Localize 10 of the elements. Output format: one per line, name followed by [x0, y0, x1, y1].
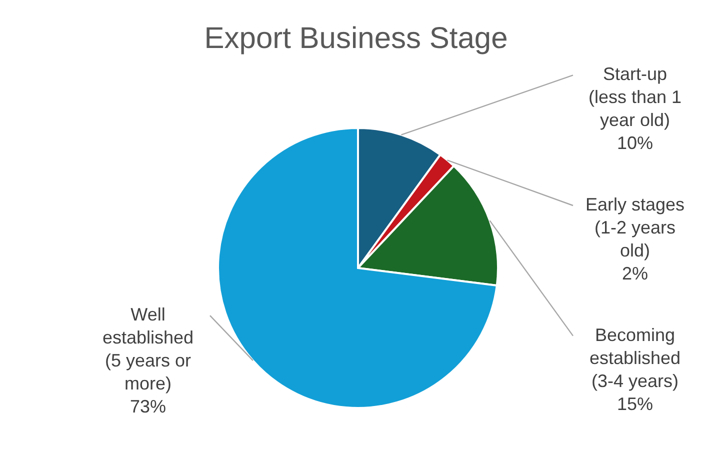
slice-label: Early stages (1-2 years old)	[585, 194, 685, 260]
data-label: 2%	[622, 264, 648, 284]
data-label: 73%	[130, 396, 166, 417]
slice-label: Start-up (less than 1 year old)	[588, 64, 682, 130]
data-label: 15%	[616, 394, 654, 414]
slice-label: Becoming established (3-4 years)	[589, 324, 681, 391]
data-label: 10%	[616, 133, 654, 154]
chart-title: Export Business Stage	[204, 22, 508, 56]
slice-label: Well established (5 years or more)	[102, 304, 194, 394]
pie-slice	[217, 127, 498, 409]
